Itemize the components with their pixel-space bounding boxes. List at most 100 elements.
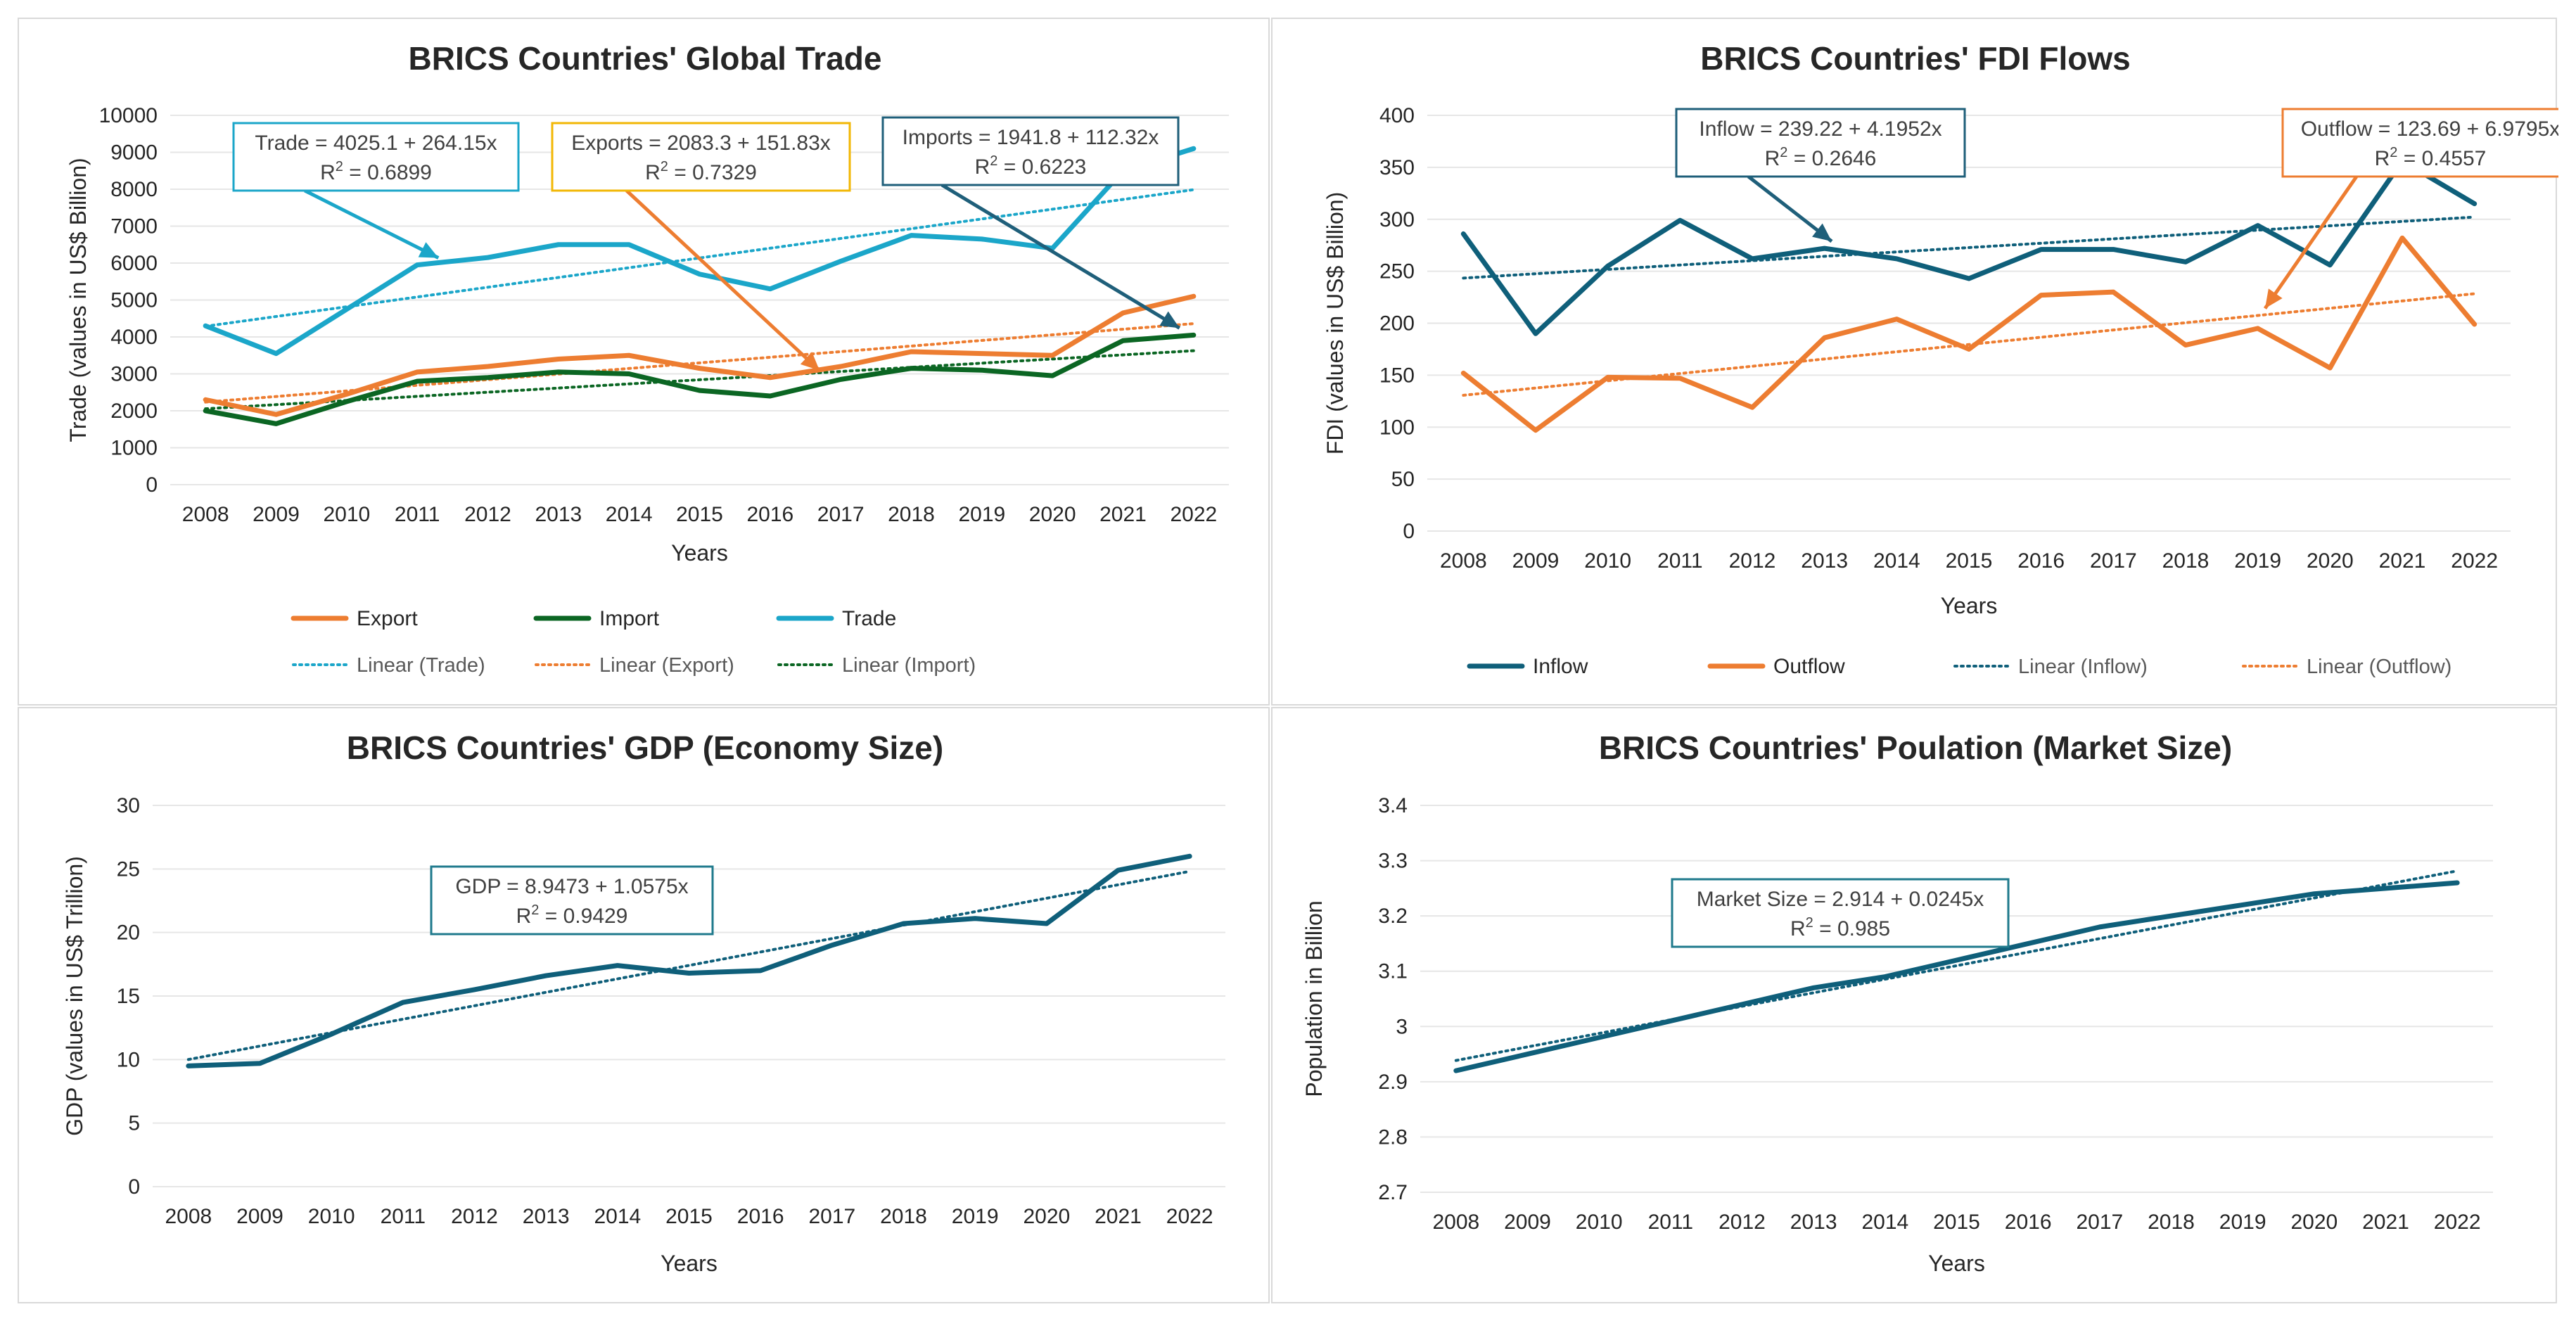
data-point-gdp: [759, 969, 763, 972]
data-point-inflow: [2112, 248, 2115, 251]
legend-label-export: Export: [357, 607, 418, 630]
data-point-export: [1121, 311, 1125, 314]
data-point-gdp: [616, 964, 619, 967]
data-point-inflow: [1462, 232, 1465, 236]
trendline-linear-population: [1454, 869, 2459, 1062]
x-tick-label: 2021: [1099, 503, 1147, 526]
equation-box: [1675, 108, 1966, 178]
data-point-import: [204, 409, 208, 412]
legend-label-import: Import: [599, 607, 660, 630]
data-point-inflow: [1895, 257, 1899, 260]
data-point-population: [1812, 986, 1816, 990]
x-tick-label: 2016: [737, 1205, 784, 1228]
data-point-import: [1192, 333, 1195, 337]
data-point-import: [627, 372, 631, 376]
y-tick-label: 10000: [99, 104, 158, 127]
chart-title: BRICS Countries' Poulation (Market Size): [1599, 729, 2232, 766]
data-point-gdp: [1045, 922, 1048, 926]
x-tick-label: 2019: [952, 1205, 999, 1228]
data-point-population: [2098, 925, 2101, 928]
y-tick-label: 0: [1403, 520, 1415, 543]
x-tick-label: 2009: [1504, 1211, 1551, 1234]
r-squared-text: R2 = 0.985: [1790, 915, 1890, 940]
x-tick-label: 2009: [1512, 549, 1560, 573]
data-point-trade: [486, 256, 490, 260]
equation-text: GDP = 8.9473 + 1.0575x: [455, 875, 688, 898]
y-tick-label: 2.8: [1378, 1125, 1408, 1149]
data-point-trade: [416, 263, 419, 267]
data-point-trade: [274, 352, 278, 355]
x-axis-label: Years: [1928, 1251, 1985, 1276]
data-point-population: [1598, 1036, 1601, 1039]
y-tick-label: 100: [1379, 416, 1415, 439]
y-tick-label: 5000: [110, 289, 158, 312]
x-tick-label: 2008: [182, 503, 229, 526]
data-point-gdp: [186, 1064, 190, 1068]
chart-fdi-flows: BRICS Countries' FDI Flows 0 50 100 150 200 25…: [1322, 40, 2558, 678]
y-tick-label: 2.9: [1378, 1071, 1408, 1094]
y-tick-label: 3.4: [1378, 794, 1408, 817]
x-axis-label: Years: [661, 1251, 718, 1276]
data-point-inflow: [1606, 264, 1609, 268]
annotation-arrow: [2263, 175, 2359, 309]
y-tick-label: 250: [1379, 260, 1415, 283]
data-point-gdp: [401, 1001, 404, 1004]
trendline-linear-gdp: [186, 869, 1192, 1061]
panel-gdp: BRICS Countries' GDP (Economy Size) 0 5 10 1…: [18, 707, 1270, 1303]
y-tick-label: 30: [117, 794, 140, 817]
y-tick-label: 3.1: [1378, 960, 1408, 983]
chart-title: BRICS Countries' FDI Flows: [1700, 40, 2131, 77]
data-point-outflow: [1823, 336, 1826, 340]
data-point-trade: [768, 287, 772, 291]
data-point-inflow: [1968, 276, 1970, 280]
r-squared-value: = 0.6223: [997, 155, 1086, 179]
x-tick-label: 2011: [381, 1205, 426, 1228]
r-squared-value: = 0.7329: [668, 161, 757, 184]
data-point-trade: [839, 260, 843, 263]
y-tick-label: 3: [1396, 1015, 1408, 1038]
chart-global-trade: BRICS Countries' Global Trade 0 1000 2000 30…: [65, 40, 1229, 677]
x-tick-label: 2020: [1029, 503, 1076, 526]
x-tick-label: 2010: [323, 503, 370, 526]
data-point-outflow: [1895, 317, 1899, 321]
panel-fdi-flows: BRICS Countries' FDI Flows 0 50 100 150 200 25…: [1271, 18, 2558, 706]
y-tick-label: 2000: [110, 400, 158, 423]
y-tick-label: 50: [1391, 468, 1415, 491]
data-point-outflow: [2328, 366, 2332, 370]
x-tick-label: 2013: [1790, 1211, 1837, 1234]
data-point-gdp: [473, 988, 476, 991]
y-tick-label: 20: [117, 921, 140, 945]
x-tick-label: 2013: [523, 1205, 570, 1228]
annotation-arrow: [625, 189, 821, 372]
y-tick-label: 10: [117, 1048, 140, 1071]
r-squared-text: R2 = 0.4557: [2375, 145, 2487, 170]
x-tick-label: 2017: [2090, 549, 2137, 573]
x-tick-label: 2012: [451, 1205, 498, 1228]
data-point-inflow: [1823, 247, 1826, 250]
y-tick-label: 3.3: [1378, 850, 1408, 873]
annotation-arrow: [304, 189, 440, 260]
x-tick-label: 2019: [958, 503, 1005, 526]
data-point-export: [1192, 295, 1195, 298]
y-tick-label: 3.2: [1378, 905, 1408, 928]
x-tick-label: 2012: [464, 503, 511, 526]
data-point-export: [556, 357, 560, 361]
data-point-population: [2241, 903, 2245, 907]
data-point-import: [839, 378, 843, 381]
data-point-trade: [1192, 147, 1195, 151]
x-tick-label: 2010: [308, 1205, 355, 1228]
data-point-outflow: [1968, 347, 1970, 351]
data-point-trade: [698, 272, 701, 276]
data-point-import: [910, 366, 913, 370]
x-tick-label: 2020: [2307, 549, 2354, 573]
data-point-population: [1883, 975, 1887, 978]
data-point-outflow: [1751, 406, 1754, 409]
data-point-population: [1955, 959, 1958, 962]
x-tick-label: 2012: [1729, 549, 1776, 573]
y-axis-label: Population in Billion: [1301, 900, 1327, 1097]
data-point-import: [486, 376, 490, 379]
data-point-export: [839, 365, 843, 368]
data-point-gdp: [902, 922, 905, 926]
x-tick-label: 2016: [746, 503, 793, 526]
x-tick-label: 2021: [2379, 549, 2426, 573]
